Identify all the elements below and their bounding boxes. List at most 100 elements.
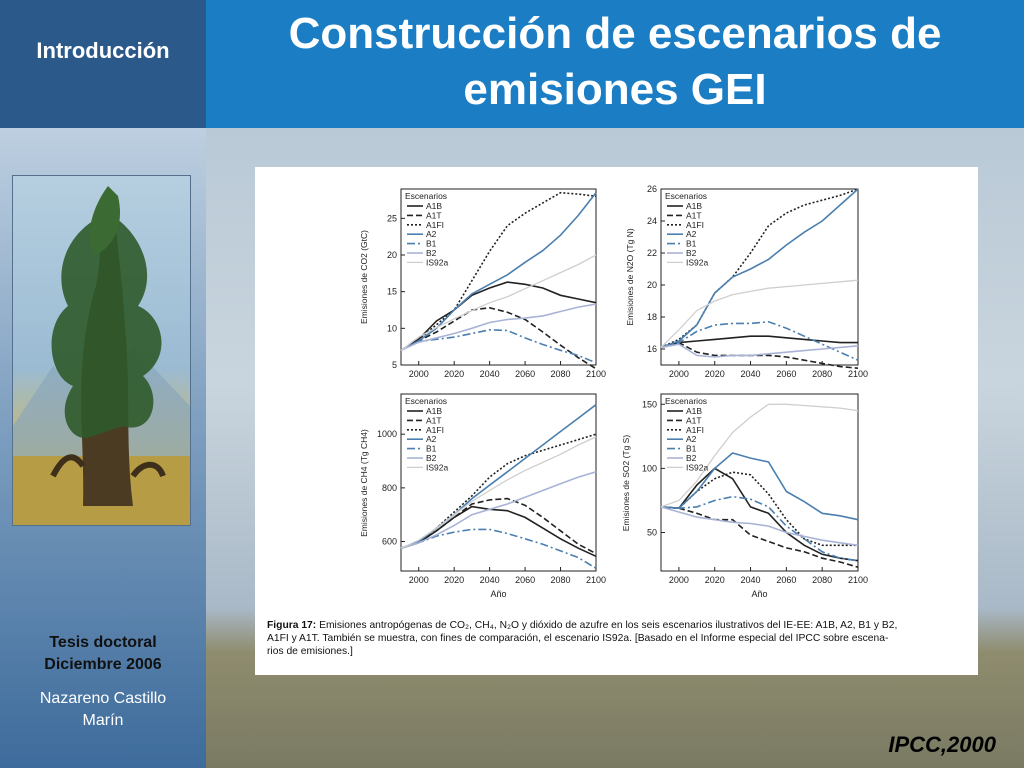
y-tick-label: 10 — [387, 323, 397, 333]
author-line-2: Marín — [82, 712, 124, 729]
series-is92a-line — [660, 403, 859, 508]
plot-frame — [660, 188, 859, 366]
emissions-charts: 2000 2020 2040 2060 2080 2100 5 10 15 20 25 Emision… — [359, 184, 868, 599]
x-tick-label: 2040 — [741, 575, 761, 585]
series-b2-line — [400, 303, 597, 352]
y-tick-label: 50 — [647, 528, 657, 538]
section-panel: Introducción — [0, 0, 206, 128]
legend-entry-b1: B1 — [426, 239, 437, 249]
header-bar: Construcción de escenarios de emisiones … — [206, 0, 1024, 128]
legend-entry-a1fi: A1FI — [426, 220, 444, 230]
legend-entry-b1: B1 — [686, 444, 697, 454]
y-axis-label: Emisiones de SO2 (Tg S) — [621, 435, 631, 532]
x-tick-label: 2040 — [480, 369, 500, 379]
legend-entry-b2: B2 — [686, 453, 697, 463]
x-tick-label: 2060 — [776, 369, 796, 379]
x-tick-label: 2040 — [480, 575, 500, 585]
caption-line-3: rios de emisiones.] — [267, 646, 353, 657]
legend-entry-a1fi: A1FI — [426, 425, 444, 435]
caption-line-2: A1FI y A1T. También se muestra, con fine… — [267, 633, 889, 644]
legend-title: Escenarios — [405, 191, 447, 201]
figure-caption: Figura 17: Emisiones antropógenas de CO₂… — [267, 619, 967, 658]
series-b2-line — [660, 343, 859, 358]
legend-entry-a1t: A1T — [426, 415, 442, 425]
y-tick-label: 15 — [387, 287, 397, 297]
series-a2-line — [400, 192, 597, 352]
tree-illustration-drawing — [13, 186, 190, 525]
legend-entry-b2: B2 — [686, 248, 697, 258]
x-tick-label: 2060 — [515, 575, 535, 585]
x-tick-label: 2080 — [551, 369, 571, 379]
plot-frame — [660, 393, 859, 572]
y-tick-label: 100 — [642, 463, 657, 473]
legend-entry-b2: B2 — [426, 453, 437, 463]
legend-entry-a2: A2 — [686, 434, 697, 444]
legend-entry-a1t: A1T — [426, 210, 442, 220]
caption-label: Figura 17: — [267, 620, 317, 631]
caption-line-1: Emisiones antropógenas de CO₂, CH₄, N₂O … — [319, 620, 898, 631]
sidebar: Introducción Tesis doctoral Diciembre 20… — [0, 0, 206, 768]
legend-title: Escenarios — [665, 396, 707, 406]
series-b1-line — [400, 328, 597, 364]
y-tick-label: 20 — [647, 280, 657, 290]
legend-entry-a1t: A1T — [686, 415, 702, 425]
y-tick-label: 1000 — [377, 429, 397, 439]
slide-title-line-2: emisiones GEI — [463, 65, 767, 114]
series-a1t-line — [400, 497, 597, 555]
legend-entry-a1t: A1T — [686, 210, 702, 220]
thesis-label: Tesis doctoral — [49, 634, 157, 651]
y-tick-label: 22 — [647, 248, 657, 258]
legend-entry-a2: A2 — [686, 229, 697, 239]
slide-title-line-1: Construcción de escenarios de — [288, 9, 942, 58]
y-axis-label: Emisiones de CO2 (GtC) — [359, 230, 369, 324]
legend-entry-a1b: A1B — [686, 406, 702, 416]
legend-entry-a1fi: A1FI — [686, 220, 704, 230]
x-tick-label: 2020 — [705, 369, 725, 379]
series-a1b-line — [660, 335, 858, 349]
legend-title: Escenarios — [665, 191, 707, 201]
chart-4: 2000 2020 2040 2060 2080 2100 50 100 150 Emisione… — [621, 393, 868, 599]
x-axis-label: Año — [751, 589, 767, 599]
x-tick-label: 2000 — [669, 575, 689, 585]
series-b2-line — [660, 506, 859, 547]
x-tick-label: 2100 — [586, 575, 606, 585]
legend-entry-a1b: A1B — [686, 201, 702, 211]
legend-entry-a1b: A1B — [426, 201, 442, 211]
series-a1b-line — [400, 281, 597, 351]
x-tick-label: 2080 — [551, 575, 571, 585]
series-b1-line — [400, 528, 597, 569]
legend-entry-is92a: IS92a — [686, 257, 708, 267]
series-b1-line — [660, 320, 859, 361]
section-title: Introducción — [36, 38, 170, 63]
author-line-1: Nazareno Castillo — [39, 690, 167, 707]
series-b1-line — [660, 495, 859, 562]
x-tick-label: 2060 — [776, 575, 796, 585]
x-axis-label: Año — [490, 589, 506, 599]
legend-entry-a1b: A1B — [426, 406, 442, 416]
series-a2-line — [660, 452, 859, 521]
y-tick-label: 5 — [392, 360, 397, 370]
chart-1: 2000 2020 2040 2060 2080 2100 5 10 15 20 25 Emision… — [359, 188, 606, 379]
legend-entry-a1fi: A1FI — [686, 425, 704, 435]
x-tick-label: 2000 — [409, 575, 429, 585]
thesis-info: Tesis doctoral Diciembre 2006 — [0, 632, 206, 676]
series-is92a-line — [660, 279, 859, 348]
y-tick-label: 600 — [382, 537, 397, 547]
y-tick-label: 16 — [647, 344, 657, 354]
y-tick-label: 18 — [647, 312, 657, 322]
legend-entry-a2: A2 — [426, 434, 437, 444]
y-tick-label: 150 — [642, 399, 657, 409]
x-tick-label: 2100 — [586, 369, 606, 379]
legend-entry-is92a: IS92a — [426, 257, 448, 267]
author-name: Nazareno Castillo Marín — [0, 688, 206, 732]
plot-frame — [400, 188, 597, 366]
x-tick-label: 2080 — [812, 575, 832, 585]
figure-panel: 2000 2020 2040 2060 2080 2100 5 10 15 20 25 Emision… — [255, 167, 978, 675]
y-tick-label: 24 — [647, 216, 657, 226]
source-credit: IPCC,2000 — [888, 732, 996, 757]
x-tick-label: 2040 — [741, 369, 761, 379]
legend-title: Escenarios — [405, 396, 447, 406]
slide-title: Construcción de escenarios de emisiones … — [206, 6, 1024, 118]
series-a1b-line — [660, 467, 859, 562]
y-tick-label: 26 — [647, 184, 657, 194]
